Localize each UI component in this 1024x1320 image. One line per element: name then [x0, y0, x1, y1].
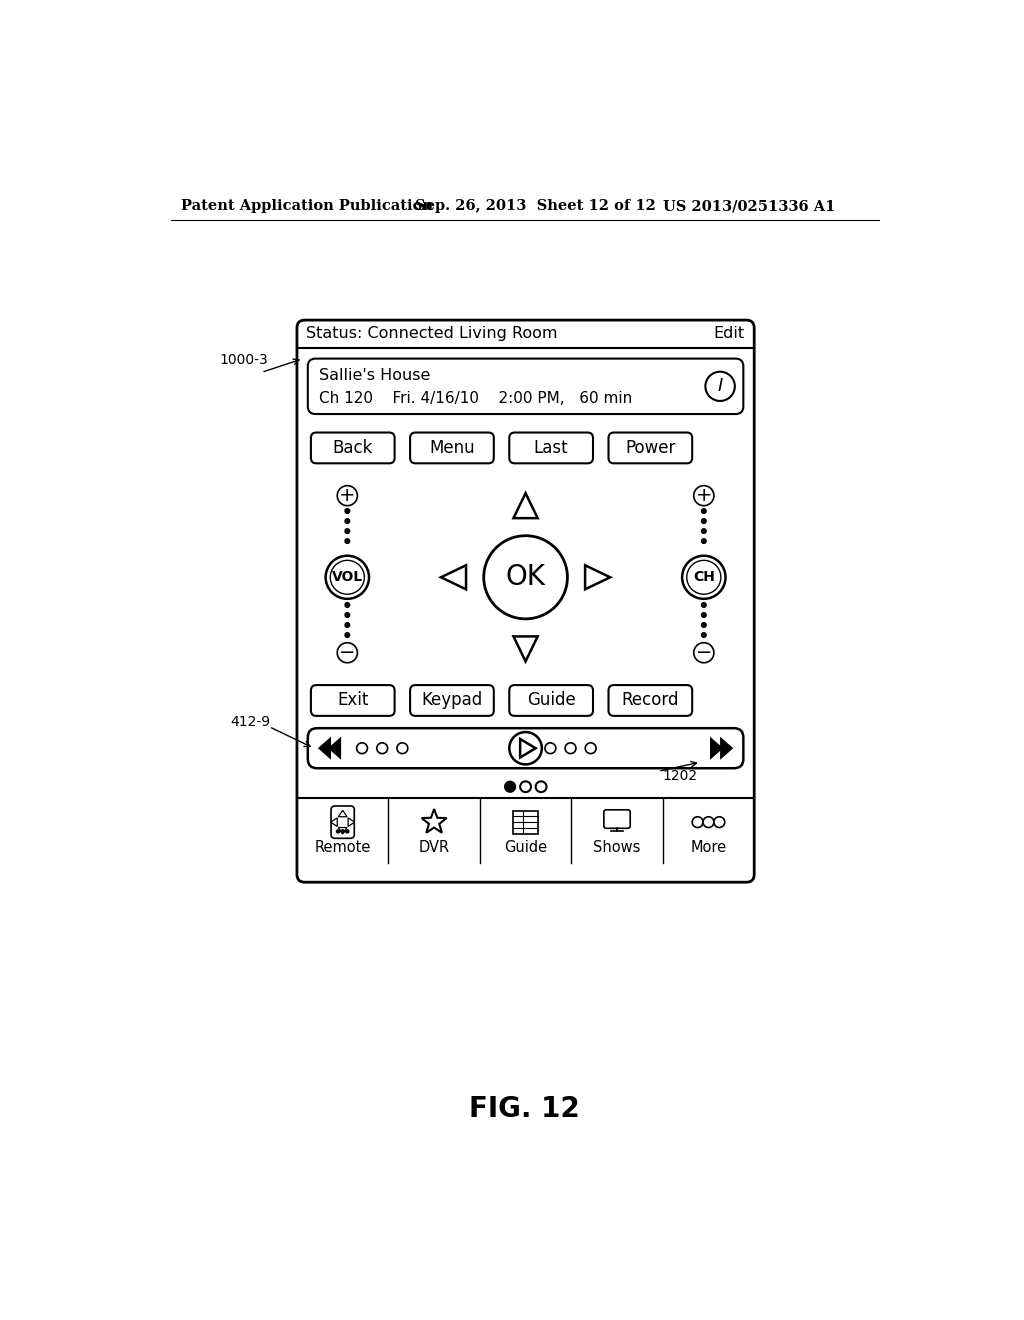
Circle shape — [682, 556, 726, 599]
Circle shape — [345, 603, 349, 607]
Circle shape — [345, 632, 349, 638]
FancyBboxPatch shape — [509, 685, 593, 715]
Circle shape — [345, 519, 349, 524]
Circle shape — [397, 743, 408, 754]
Bar — [513, 810, 538, 834]
Text: +: + — [339, 486, 355, 506]
FancyBboxPatch shape — [410, 433, 494, 463]
FancyBboxPatch shape — [308, 359, 743, 414]
Circle shape — [701, 529, 707, 533]
Circle shape — [701, 519, 707, 524]
Circle shape — [545, 743, 556, 754]
Polygon shape — [720, 737, 733, 760]
Circle shape — [345, 508, 349, 513]
FancyBboxPatch shape — [608, 433, 692, 463]
FancyBboxPatch shape — [410, 685, 494, 715]
Circle shape — [565, 743, 575, 754]
Circle shape — [693, 486, 714, 506]
Text: Last: Last — [534, 440, 568, 457]
Circle shape — [701, 612, 707, 618]
Text: −: − — [339, 643, 355, 663]
Text: 412-9: 412-9 — [230, 715, 270, 729]
Circle shape — [346, 830, 349, 833]
Circle shape — [536, 781, 547, 792]
Polygon shape — [328, 737, 341, 760]
Circle shape — [714, 817, 725, 828]
Text: DVR: DVR — [419, 840, 450, 855]
Text: CH: CH — [693, 570, 715, 585]
Circle shape — [701, 603, 707, 607]
Circle shape — [701, 632, 707, 638]
Circle shape — [692, 817, 703, 828]
Circle shape — [693, 643, 714, 663]
FancyBboxPatch shape — [311, 685, 394, 715]
Circle shape — [377, 743, 388, 754]
Circle shape — [345, 539, 349, 544]
Circle shape — [701, 623, 707, 627]
Circle shape — [586, 743, 596, 754]
Circle shape — [356, 743, 368, 754]
Text: FIG. 12: FIG. 12 — [469, 1096, 581, 1123]
FancyBboxPatch shape — [331, 807, 354, 838]
Circle shape — [483, 536, 567, 619]
Circle shape — [701, 539, 707, 544]
FancyBboxPatch shape — [509, 433, 593, 463]
Circle shape — [331, 560, 365, 594]
Circle shape — [701, 508, 707, 513]
Text: Menu: Menu — [429, 440, 475, 457]
Text: Sep. 26, 2013  Sheet 12 of 12: Sep. 26, 2013 Sheet 12 of 12 — [415, 199, 655, 213]
Circle shape — [326, 556, 369, 599]
Text: VOL: VOL — [332, 570, 362, 585]
Text: OK: OK — [506, 564, 546, 591]
Circle shape — [345, 529, 349, 533]
Circle shape — [345, 623, 349, 627]
Text: Sallie's House: Sallie's House — [318, 368, 430, 383]
Text: Power: Power — [626, 440, 676, 457]
Circle shape — [706, 372, 735, 401]
FancyBboxPatch shape — [297, 321, 755, 882]
Circle shape — [687, 560, 721, 594]
Text: Back: Back — [333, 440, 373, 457]
Text: 1202: 1202 — [663, 770, 698, 783]
Text: Edit: Edit — [714, 326, 744, 342]
Text: Keypad: Keypad — [421, 692, 482, 709]
FancyBboxPatch shape — [604, 810, 630, 829]
Text: Record: Record — [622, 692, 679, 709]
Circle shape — [509, 733, 542, 764]
Text: Exit: Exit — [337, 692, 369, 709]
Text: Guide: Guide — [504, 840, 547, 855]
Text: Guide: Guide — [526, 692, 575, 709]
FancyBboxPatch shape — [608, 685, 692, 715]
Text: Status: Connected Living Room: Status: Connected Living Room — [306, 326, 558, 342]
Polygon shape — [710, 737, 723, 760]
Text: I: I — [718, 378, 723, 395]
Text: +: + — [695, 486, 712, 506]
Circle shape — [703, 817, 714, 828]
Circle shape — [345, 612, 349, 618]
Circle shape — [505, 781, 515, 792]
Circle shape — [341, 830, 344, 833]
Text: Patent Application Publication: Patent Application Publication — [180, 199, 433, 213]
Circle shape — [337, 643, 357, 663]
FancyBboxPatch shape — [311, 433, 394, 463]
Circle shape — [337, 486, 357, 506]
Circle shape — [520, 781, 531, 792]
FancyBboxPatch shape — [308, 729, 743, 768]
Text: US 2013/0251336 A1: US 2013/0251336 A1 — [663, 199, 836, 213]
Polygon shape — [317, 737, 331, 760]
Text: Ch 120    Fri. 4/16/10    2:00 PM,   60 min: Ch 120 Fri. 4/16/10 2:00 PM, 60 min — [318, 391, 632, 407]
Text: More: More — [690, 840, 727, 855]
Text: 1000-3: 1000-3 — [219, 354, 268, 367]
Circle shape — [337, 830, 340, 833]
Text: Remote: Remote — [314, 840, 371, 855]
Text: Shows: Shows — [593, 840, 641, 855]
Text: −: − — [695, 643, 712, 663]
